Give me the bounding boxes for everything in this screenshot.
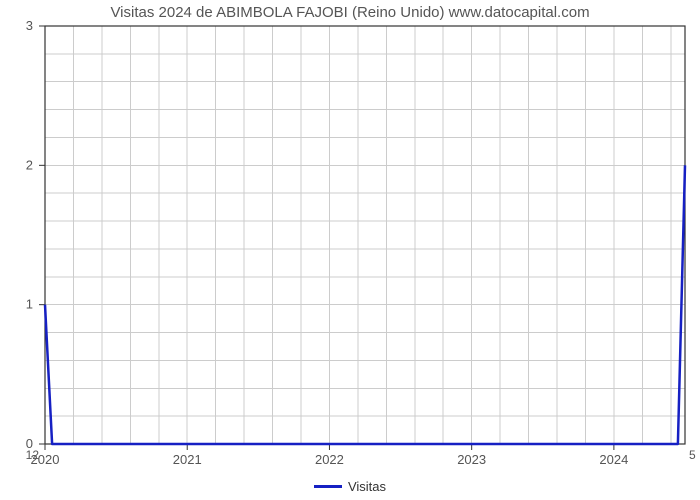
legend-swatch (314, 485, 342, 488)
svg-text:2: 2 (26, 157, 33, 172)
legend-label: Visitas (348, 479, 386, 494)
point-label: 5 (689, 448, 696, 462)
svg-text:2024: 2024 (599, 452, 628, 467)
svg-text:2023: 2023 (457, 452, 486, 467)
chart-container: Visitas 2024 de ABIMBOLA FAJOBI (Reino U… (0, 0, 700, 500)
svg-text:2022: 2022 (315, 452, 344, 467)
legend: Visitas (0, 478, 700, 494)
point-label: 12 (26, 448, 40, 462)
svg-text:3: 3 (26, 18, 33, 33)
svg-text:2021: 2021 (173, 452, 202, 467)
svg-text:1: 1 (26, 297, 33, 312)
chart-title: Visitas 2024 de ABIMBOLA FAJOBI (Reino U… (0, 4, 700, 21)
chart-plot: 012320202021202220232024125 (45, 26, 685, 444)
